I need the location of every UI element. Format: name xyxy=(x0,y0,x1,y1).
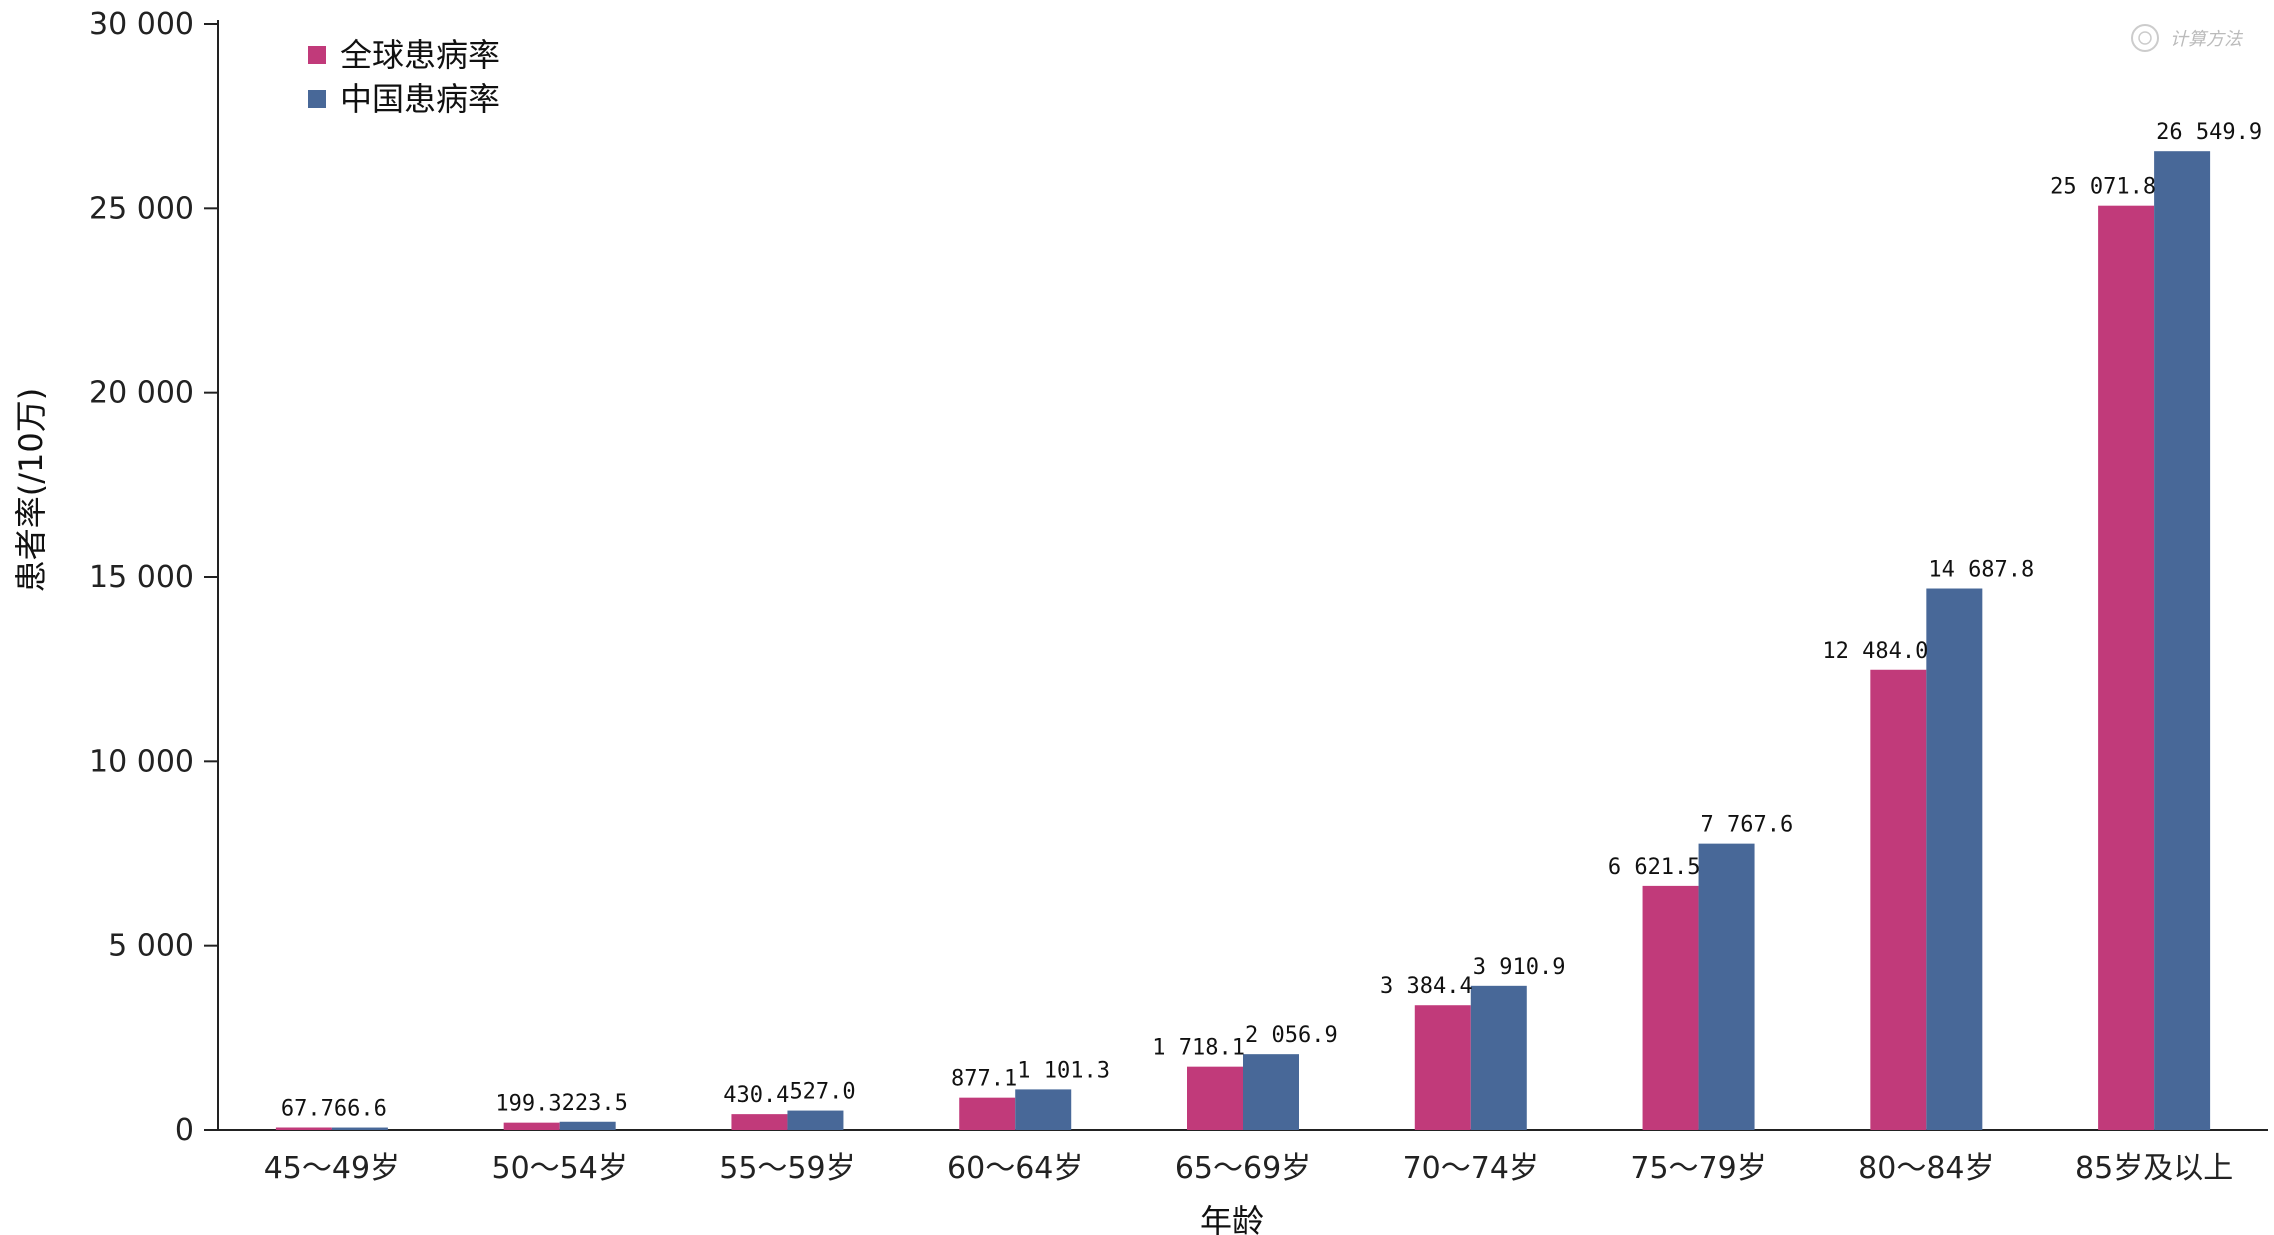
x-tick-label: 80～84岁 xyxy=(1858,1151,1994,1186)
bar-china xyxy=(1243,1054,1299,1130)
watermark-text: 计算方法 xyxy=(2170,29,2244,50)
x-tick-labels: 45～49岁 50～54岁 55～59岁 60～64岁 65～69岁 70～74岁 75～7… xyxy=(264,1151,2233,1186)
x-tick-label: 60～64岁 xyxy=(947,1151,1083,1186)
y-tick-label: 25 000 xyxy=(89,191,194,226)
bar-global xyxy=(2098,205,2155,1131)
y-tick-label: 5 000 xyxy=(108,929,194,964)
y-tick-label: 30 000 xyxy=(89,7,194,42)
data-label-global: 3 384.4 xyxy=(1380,974,1473,999)
legend-swatch-global xyxy=(308,46,326,64)
data-label-global: 430.4 xyxy=(723,1083,789,1108)
data-labels: 67.7 66.6 199.3 223.5 430.4 527.0 877.1 1 101.3… xyxy=(281,120,2262,1121)
data-label-china: 7 767.6 xyxy=(1701,813,1794,838)
bar-global xyxy=(1187,1066,1243,1130)
data-label-china: 26 549.9 xyxy=(2156,120,2262,145)
data-label-china: 66.6 xyxy=(334,1097,387,1122)
bar-global xyxy=(731,1114,788,1130)
data-label-china: 1 101.3 xyxy=(1017,1058,1110,1083)
data-label-global: 67.7 xyxy=(281,1097,334,1122)
data-label-global: 1 718.1 xyxy=(1152,1036,1245,1061)
bar-china xyxy=(2154,151,2211,1131)
y-tick-label: 15 000 xyxy=(89,560,194,595)
legend-label-global: 全球患病率 xyxy=(340,36,500,74)
y-tick-label: 10 000 xyxy=(89,744,194,779)
x-tick-label: 85岁及以上 xyxy=(2075,1151,2233,1186)
data-label-global: 12 484.0 xyxy=(1822,639,1928,664)
bar-china xyxy=(787,1110,844,1130)
x-tick-label: 45～49岁 xyxy=(264,1151,400,1186)
x-tick-label: 50～54岁 xyxy=(491,1151,627,1186)
data-label-global: 199.3 xyxy=(495,1092,561,1117)
bar-global xyxy=(275,1127,332,1130)
data-label-global: 6 621.5 xyxy=(1608,855,1701,880)
legend-label-china: 中国患病率 xyxy=(340,80,500,118)
watermark-logo: 计算方法 xyxy=(2131,24,2244,52)
y-tick-label: 20 000 xyxy=(89,376,194,411)
x-tick-label: 65～69岁 xyxy=(1175,1151,1311,1186)
bar-china xyxy=(1926,588,1983,1130)
data-label-china: 3 910.9 xyxy=(1473,955,1566,980)
y-axis-title: 患者率(/10万) xyxy=(12,388,50,592)
data-label-china: 14 687.8 xyxy=(1928,558,2034,583)
x-axis-title: 年龄 xyxy=(1200,1202,1264,1235)
bar-global xyxy=(1870,669,1927,1130)
x-tick-label: 75～79岁 xyxy=(1630,1151,1766,1186)
bar-china xyxy=(1698,843,1755,1130)
bar-global xyxy=(503,1122,560,1130)
bar-china xyxy=(331,1127,388,1130)
bar-global xyxy=(1414,1005,1471,1130)
x-tick-label: 55～59岁 xyxy=(719,1151,855,1186)
data-label-china: 527.0 xyxy=(789,1080,855,1105)
data-label-global: 25 071.8 xyxy=(2050,175,2156,200)
bar-china xyxy=(559,1121,616,1130)
y-tick-labels: 0 5 000 10 000 15 000 20 000 25 000 30 000 xyxy=(89,7,194,1148)
data-label-china: 223.5 xyxy=(562,1091,628,1116)
bars xyxy=(275,151,2211,1131)
x-tick-label: 70～74岁 xyxy=(1403,1151,1539,1186)
y-tick-label: 0 xyxy=(175,1113,194,1148)
bar-global xyxy=(1642,885,1699,1130)
data-label-china: 2 056.9 xyxy=(1245,1023,1338,1048)
data-label-global: 877.1 xyxy=(951,1067,1017,1092)
bar-china xyxy=(1470,985,1527,1130)
legend-swatch-china xyxy=(308,90,326,108)
bar-china xyxy=(1015,1089,1072,1130)
bar-global xyxy=(959,1097,1016,1130)
